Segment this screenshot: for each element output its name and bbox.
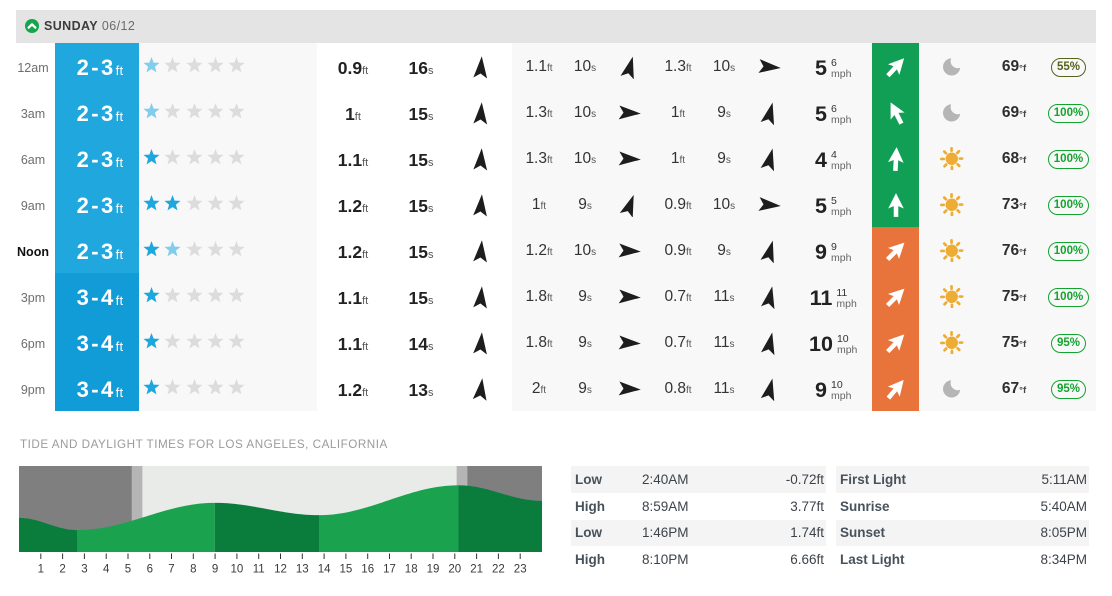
svg-text:17: 17 [383, 564, 396, 576]
svg-text:12: 12 [274, 564, 287, 576]
svg-text:1: 1 [38, 564, 44, 576]
svg-text:18: 18 [405, 564, 418, 576]
svg-text:13: 13 [296, 564, 309, 576]
svg-text:19: 19 [427, 564, 440, 576]
svg-text:2: 2 [59, 564, 65, 576]
svg-text:9: 9 [212, 564, 218, 576]
svg-text:21: 21 [470, 564, 483, 576]
svg-text:4: 4 [103, 564, 110, 576]
svg-text:15: 15 [340, 564, 353, 576]
svg-text:3: 3 [81, 564, 87, 576]
svg-text:8: 8 [190, 564, 196, 576]
svg-text:11: 11 [253, 564, 265, 576]
svg-text:14: 14 [318, 564, 331, 576]
svg-text:5: 5 [125, 564, 131, 576]
svg-text:10: 10 [231, 564, 244, 576]
svg-text:16: 16 [361, 564, 374, 576]
svg-text:20: 20 [448, 564, 461, 576]
svg-text:7: 7 [168, 564, 174, 576]
svg-text:6: 6 [147, 564, 153, 576]
svg-text:23: 23 [514, 564, 527, 576]
svg-text:22: 22 [492, 564, 505, 576]
